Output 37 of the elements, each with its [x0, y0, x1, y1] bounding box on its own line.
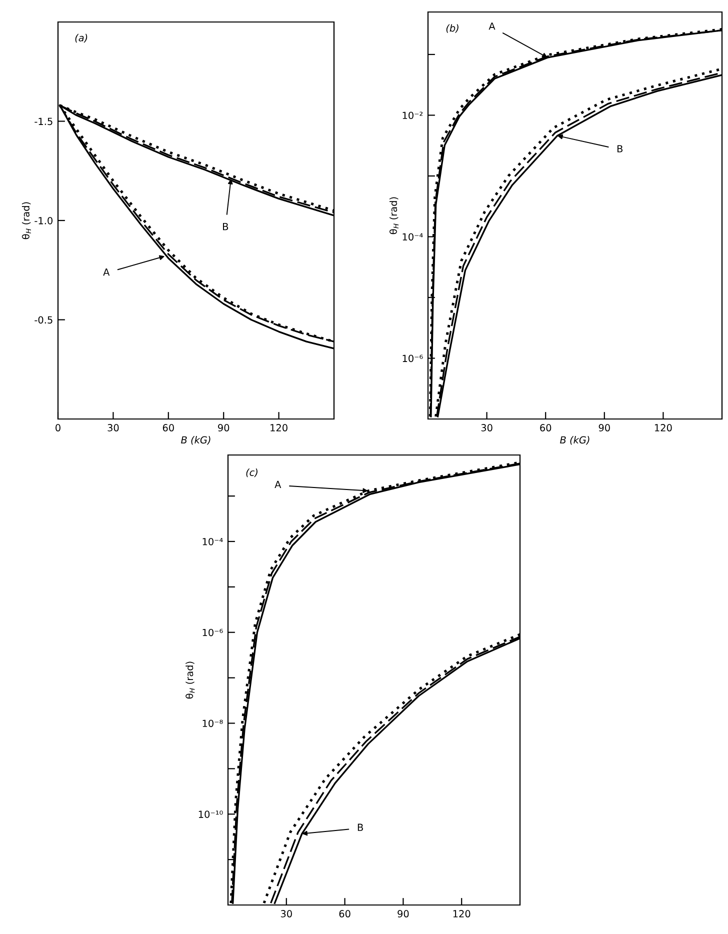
x-tick-label: 30 — [481, 424, 492, 432]
x-tick-label: 60 — [339, 910, 350, 918]
y-tick-label: -1.0 — [34, 216, 52, 224]
y-tick-label: 10⁻⁸ — [202, 720, 223, 728]
y-tick-label: 10⁻⁴ — [202, 538, 223, 546]
annotation: A — [488, 22, 496, 30]
y-tick-label: -1.5 — [34, 118, 52, 126]
x-tick-label: 60 — [162, 424, 174, 432]
annotation: A — [274, 480, 282, 488]
x-tick-label: 90 — [218, 424, 230, 432]
annotation: B — [358, 824, 363, 831]
x-tick-label: 0 — [56, 424, 60, 432]
x-tick-label: 120 — [654, 424, 672, 432]
x-axis-title: B (kG) — [560, 436, 590, 445]
annotation: B — [617, 145, 623, 152]
x-tick-label: 90 — [398, 910, 409, 918]
x-axis-title: B (kG) — [181, 436, 210, 445]
annotation: B — [223, 223, 228, 230]
annotation: A — [103, 268, 110, 276]
y-tick-label: 10⁻¹⁰ — [198, 810, 223, 818]
text: (b) — [446, 24, 458, 33]
x-tick-label: 120 — [453, 910, 470, 918]
text: (c) — [246, 468, 258, 478]
y-tick-label: -0.5 — [34, 316, 52, 324]
text: (a) — [75, 34, 88, 43]
y-tick-label: 10⁻⁶ — [402, 354, 423, 362]
y-tick-label: 10⁻⁶ — [202, 628, 223, 636]
x-tick-label: 30 — [280, 910, 292, 918]
x-tick-label: 60 — [540, 424, 552, 432]
y-axis-title: θ$_{H}$ (rad) — [22, 202, 31, 240]
y-tick-label: 10⁻⁴ — [402, 233, 423, 241]
x-tick-label: 90 — [598, 424, 610, 432]
y-axis-title: θ$_{H}$ (rad) — [389, 197, 399, 234]
y-axis-title: θ$_{H}$ (rad) — [186, 662, 195, 699]
x-tick-label: 120 — [270, 424, 288, 432]
x-tick-label: 30 — [108, 424, 119, 432]
y-tick-label: 10⁻² — [402, 112, 423, 120]
